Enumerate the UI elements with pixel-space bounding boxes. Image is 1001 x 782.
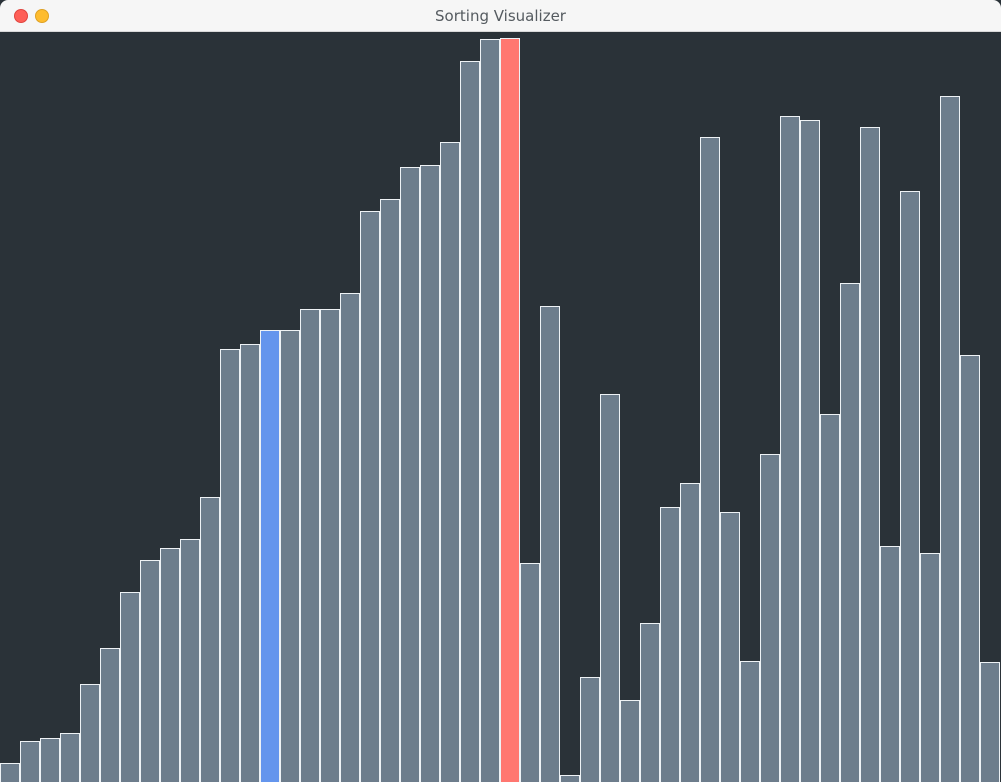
bar-21 xyxy=(420,165,440,782)
bar-30 xyxy=(600,394,620,782)
bar-27 xyxy=(540,306,560,782)
bar-44 xyxy=(880,546,900,782)
title-bar[interactable]: Sorting Visualizer xyxy=(0,0,1001,32)
bar-19 xyxy=(380,199,400,782)
bar-16 xyxy=(320,309,340,782)
bar-33 xyxy=(660,507,680,782)
sorting-canvas xyxy=(0,32,1001,782)
bar-4 xyxy=(80,684,100,782)
bar-34 xyxy=(680,483,700,782)
bar-6 xyxy=(120,592,140,782)
bar-31 xyxy=(620,700,640,782)
bar-24 xyxy=(480,39,500,782)
bar-23 xyxy=(460,61,480,782)
bar-8 xyxy=(160,548,180,782)
bar-9 xyxy=(180,539,200,782)
bar-35 xyxy=(700,137,720,782)
bar-14 xyxy=(280,330,300,782)
bar-20 xyxy=(400,167,420,782)
bar-45 xyxy=(900,191,920,782)
window-title: Sorting Visualizer xyxy=(435,7,566,25)
bar-17 xyxy=(340,293,360,782)
close-icon[interactable] xyxy=(14,9,28,23)
bar-38 xyxy=(760,454,780,782)
bar-40 xyxy=(800,120,820,782)
bar-26 xyxy=(520,563,540,782)
bar-39 xyxy=(780,116,800,782)
bar-32 xyxy=(640,623,660,782)
bar-2 xyxy=(40,738,60,782)
bar-5 xyxy=(100,648,120,782)
bar-15 xyxy=(300,309,320,782)
bar-46 xyxy=(920,553,940,782)
bar-12 xyxy=(240,344,260,782)
bar-25 xyxy=(500,38,520,782)
bar-43 xyxy=(860,127,880,782)
bar-49 xyxy=(980,662,1000,782)
bar-10 xyxy=(200,497,220,782)
bar-7 xyxy=(140,560,160,782)
bar-36 xyxy=(720,512,740,782)
bar-29 xyxy=(580,677,600,782)
minimize-icon[interactable] xyxy=(35,9,49,23)
bar-28 xyxy=(560,775,580,782)
bar-0 xyxy=(0,763,20,782)
bar-18 xyxy=(360,211,380,782)
bar-42 xyxy=(840,283,860,782)
bar-48 xyxy=(960,355,980,782)
bar-11 xyxy=(220,349,240,782)
bar-3 xyxy=(60,733,80,782)
bar-41 xyxy=(820,414,840,782)
bar-1 xyxy=(20,741,40,782)
bar-13 xyxy=(260,330,280,782)
bar-22 xyxy=(440,142,460,782)
bar-47 xyxy=(940,96,960,782)
bar-37 xyxy=(740,661,760,782)
